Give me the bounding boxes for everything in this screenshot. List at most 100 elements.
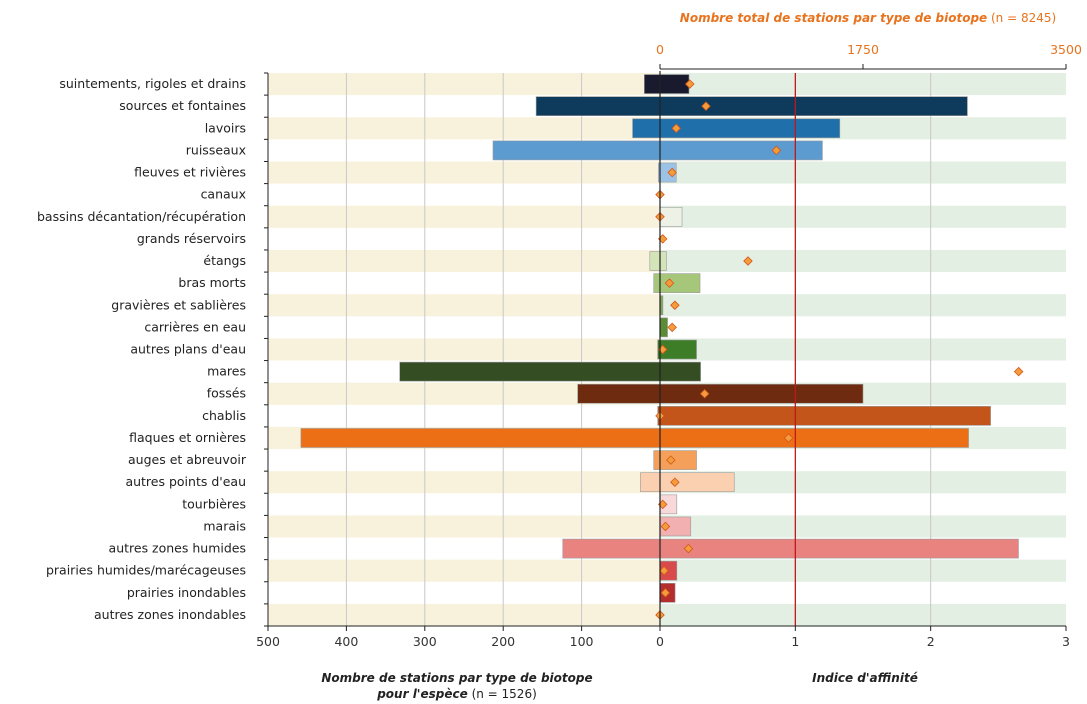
- left-axis-title: Nombre de stations par type de biotope: [321, 671, 592, 685]
- category-label: prairies humides/marécageuses: [46, 563, 246, 578]
- category-label: gravières et sablières: [111, 297, 246, 312]
- bar-13: [399, 361, 701, 382]
- bar-18: [640, 472, 735, 493]
- bar-21: [562, 538, 1019, 559]
- row-band-right: [660, 161, 1066, 184]
- row-band-right: [660, 249, 1066, 273]
- row-band-left: [268, 249, 660, 273]
- x-tick-label: 500: [256, 634, 280, 649]
- affinity-marker-20: [660, 521, 671, 532]
- bar-0: [644, 74, 690, 94]
- bar-8: [649, 251, 667, 271]
- category-label: fossés: [207, 386, 246, 401]
- row-band-right: [660, 471, 1066, 494]
- row-band-right: [660, 205, 1066, 228]
- category-label: sources et fontaines: [119, 98, 246, 113]
- affinity-marker-2: [671, 123, 682, 134]
- row-band-left: [268, 603, 660, 626]
- category-label: tourbières: [182, 496, 246, 511]
- x-tick-label: 200: [491, 634, 515, 649]
- axes-group: 500 400 300 200 100 0 1 2 3 0 1750 3500: [256, 42, 1082, 649]
- bar-2: [632, 118, 841, 139]
- right-axis-title: Indice d'affinité: [812, 671, 918, 685]
- affinity-marker-8: [743, 256, 753, 266]
- bar-16: [300, 428, 969, 448]
- category-label: carrières en eau: [144, 319, 246, 334]
- row-band-right: [660, 515, 1066, 538]
- category-label: canaux: [201, 187, 246, 202]
- category-label: bassins décantation/récupération: [37, 209, 246, 224]
- row-band-left: [268, 73, 660, 96]
- affinity-marker-13: [1013, 366, 1024, 377]
- x-tick-label: 300: [413, 634, 437, 649]
- affinity-marker-11: [667, 322, 677, 333]
- x-tick-label: 400: [334, 634, 358, 649]
- bar-1: [535, 96, 968, 116]
- row-band-left: [268, 117, 660, 140]
- affinity-marker-4: [667, 167, 677, 178]
- category-label: lavoirs: [205, 120, 246, 135]
- x-tick-label: 100: [570, 634, 594, 649]
- row-band-right: [660, 338, 1066, 361]
- affinity-marker-0: [685, 79, 695, 89]
- affinity-marker-17: [666, 455, 676, 465]
- category-label: autres zones humides: [109, 541, 246, 556]
- category-label: marais: [203, 518, 246, 533]
- row-band-left: [268, 471, 660, 494]
- row-bands: [268, 73, 1066, 626]
- top-tick-label: 1750: [847, 42, 879, 57]
- affinity-marker-22: [659, 565, 669, 576]
- category-labels: suintements, rigoles et drains sources et…: [37, 76, 247, 622]
- markers-group: [655, 79, 1024, 620]
- row-band-right: [660, 559, 1066, 582]
- top-tick-label: 3500: [1050, 42, 1082, 57]
- affinity-marker-10: [670, 300, 680, 311]
- category-label: chablis: [202, 408, 246, 423]
- x-tick-label: 1: [791, 634, 799, 649]
- category-label: prairies inondables: [127, 585, 246, 600]
- category-label: étangs: [203, 253, 246, 268]
- category-label: fleuves et rivières: [134, 165, 246, 180]
- affinity-marker-3: [771, 145, 782, 156]
- affinity-marker-9: [664, 278, 675, 288]
- row-band-left: [268, 338, 660, 361]
- row-band-left: [268, 559, 660, 582]
- affinity-marker-18: [670, 477, 680, 487]
- x-tick-label: 0: [656, 634, 664, 649]
- x-tick-label: 2: [927, 634, 935, 649]
- bar-9: [653, 273, 701, 293]
- category-label: auges et abreuvoir: [128, 452, 247, 467]
- affinity-marker-23: [660, 588, 671, 598]
- bar-11: [659, 317, 668, 338]
- row-band-right: [660, 294, 1066, 317]
- row-band-left: [268, 294, 660, 317]
- row-band-right: [660, 73, 1066, 96]
- category-label: bras morts: [178, 275, 246, 290]
- category-label: suintements, rigoles et drains: [59, 76, 246, 91]
- bar-14: [577, 383, 864, 404]
- bar-15: [657, 406, 991, 426]
- top-tick-label: 0: [656, 42, 664, 57]
- top-axis-title: Nombre total de stations par type de bio…: [680, 11, 1056, 25]
- bar-3: [492, 140, 823, 161]
- x-tick-label: 3: [1062, 634, 1070, 649]
- category-label: autres plans d'eau: [130, 342, 246, 357]
- row-band-left: [268, 205, 660, 228]
- affinity-marker-16: [783, 433, 794, 443]
- affinity-marker-1: [701, 101, 711, 111]
- category-label: autres points d'eau: [125, 474, 246, 489]
- affinity-marker-21: [683, 543, 694, 554]
- left-axis-title-line2: pour l'espèce (n = 1526): [376, 687, 537, 701]
- category-label: autres zones inondables: [94, 607, 246, 622]
- row-band-right: [660, 603, 1066, 626]
- category-label: ruisseaux: [186, 142, 246, 157]
- category-label: grands réservoirs: [137, 231, 246, 246]
- row-band-left: [268, 161, 660, 184]
- row-band-left: [268, 515, 660, 538]
- bars-group: [300, 74, 1019, 603]
- affinity-marker-14: [699, 388, 710, 399]
- bar-12: [657, 339, 697, 360]
- gridlines: [345, 73, 932, 626]
- row-band-left: [268, 382, 660, 405]
